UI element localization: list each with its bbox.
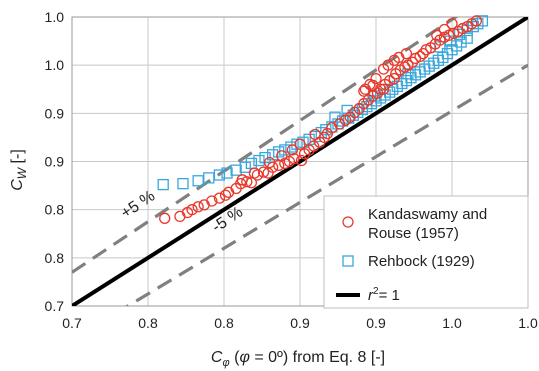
y-tick-label: 0.7 bbox=[45, 298, 65, 314]
point-kandaswamy bbox=[438, 23, 451, 36]
y-tick-label: 0.8 bbox=[45, 250, 65, 266]
point-rehbock bbox=[213, 169, 226, 181]
point-kandaswamy bbox=[186, 204, 198, 216]
data-points bbox=[157, 15, 489, 224]
point-kandaswamy bbox=[288, 152, 300, 165]
point-kandaswamy bbox=[206, 195, 218, 207]
y-tick-label: 0.8 bbox=[45, 202, 65, 218]
point-kandaswamy bbox=[219, 189, 232, 201]
point-kandaswamy bbox=[263, 156, 276, 169]
x-tick-label: 0.8 bbox=[138, 315, 158, 331]
point-kandaswamy bbox=[295, 154, 308, 167]
point-rehbock bbox=[297, 136, 309, 148]
point-rehbock bbox=[476, 15, 489, 27]
point-kandaswamy bbox=[159, 212, 171, 224]
legend-marker-circle bbox=[342, 216, 354, 228]
point-rehbock bbox=[279, 144, 291, 156]
point-kandaswamy bbox=[286, 144, 299, 156]
tick-labels: 0.7 0.8 0.8 0.9 0.9 1.0 1.0 0.7 0.8 0.8 0.9 0.9 1.0 1… bbox=[45, 9, 538, 331]
point-rehbock bbox=[239, 161, 251, 173]
band-line bbox=[72, 17, 459, 274]
band-line bbox=[124, 63, 528, 306]
x-tick-label: 0.7 bbox=[62, 315, 82, 331]
x-axis-label: Cφ (φ = 0º) from Eq. 8 [-] bbox=[211, 349, 385, 369]
y-axis-label: CW [-] bbox=[9, 149, 29, 191]
legend-label-kandaswamy-line2: Rouse (1957) bbox=[368, 225, 459, 242]
legend: Kandaswamy and Rouse (1957) Rehbock (192… bbox=[323, 195, 529, 309]
x-tick-label: 0.9 bbox=[290, 315, 310, 331]
point-rehbock bbox=[157, 178, 169, 191]
point-rehbock bbox=[253, 154, 265, 167]
point-rehbock bbox=[266, 149, 279, 161]
legend-label-r2: r2= 1 bbox=[368, 286, 400, 304]
point-kandaswamy bbox=[251, 169, 264, 181]
x-tick-label: 1.0 bbox=[442, 315, 462, 331]
point-kandaswamy bbox=[406, 56, 419, 68]
point-kandaswamy bbox=[377, 83, 390, 95]
point-rehbock bbox=[461, 32, 473, 44]
one-to-one-line bbox=[72, 17, 528, 306]
point-rehbock bbox=[221, 167, 233, 179]
legend-box bbox=[323, 195, 529, 309]
legend-label-kandaswamy-line1: Kandaswamy and bbox=[368, 206, 487, 223]
error-bands bbox=[72, 17, 528, 306]
plot-frame bbox=[71, 16, 529, 307]
x-tick-label: 1.0 bbox=[518, 315, 538, 331]
band-label-minus: -5 % bbox=[209, 204, 246, 236]
point-kandaswamy bbox=[358, 85, 370, 97]
point-kandaswamy bbox=[377, 63, 390, 75]
point-kandaswamy bbox=[414, 50, 426, 63]
point-rehbock bbox=[230, 164, 242, 176]
point-rehbock bbox=[177, 178, 189, 190]
legend-marker-square bbox=[342, 255, 354, 267]
point-kandaswamy bbox=[248, 167, 261, 179]
point-kandaswamy bbox=[309, 128, 321, 141]
point-kandaswamy bbox=[388, 73, 400, 85]
point-kandaswamy bbox=[192, 201, 204, 213]
point-kandaswamy bbox=[236, 174, 248, 186]
point-kandaswamy bbox=[370, 73, 382, 85]
point-kandaswamy bbox=[417, 47, 429, 60]
point-kandaswamy bbox=[367, 79, 379, 92]
y-tick-label: 1.0 bbox=[45, 57, 65, 73]
y-tick-label: 1.0 bbox=[45, 9, 65, 25]
point-kandaswamy bbox=[431, 29, 443, 41]
point-kandaswamy bbox=[446, 18, 458, 30]
point-kandaswamy bbox=[294, 138, 306, 150]
y-tick-label: 0.9 bbox=[45, 154, 65, 170]
legend-label-rehbock: Rehbock (1929) bbox=[368, 253, 475, 270]
point-rehbock bbox=[273, 146, 285, 158]
point-rehbock bbox=[444, 35, 457, 47]
point-kandaswamy bbox=[308, 140, 320, 152]
point-kandaswamy bbox=[470, 15, 482, 27]
x-tick-label: 0.9 bbox=[366, 315, 386, 331]
point-kandaswamy bbox=[213, 192, 226, 204]
y-tick-label: 0.9 bbox=[45, 105, 65, 121]
one-to-one-line-path bbox=[72, 17, 528, 306]
point-rehbock bbox=[245, 157, 258, 170]
band-label-plus: +5 % bbox=[118, 188, 158, 223]
point-kandaswamy bbox=[333, 118, 346, 130]
point-kandaswamy bbox=[257, 166, 270, 178]
x-tick-label: 0.8 bbox=[214, 315, 234, 331]
point-kandaswamy bbox=[276, 150, 288, 162]
